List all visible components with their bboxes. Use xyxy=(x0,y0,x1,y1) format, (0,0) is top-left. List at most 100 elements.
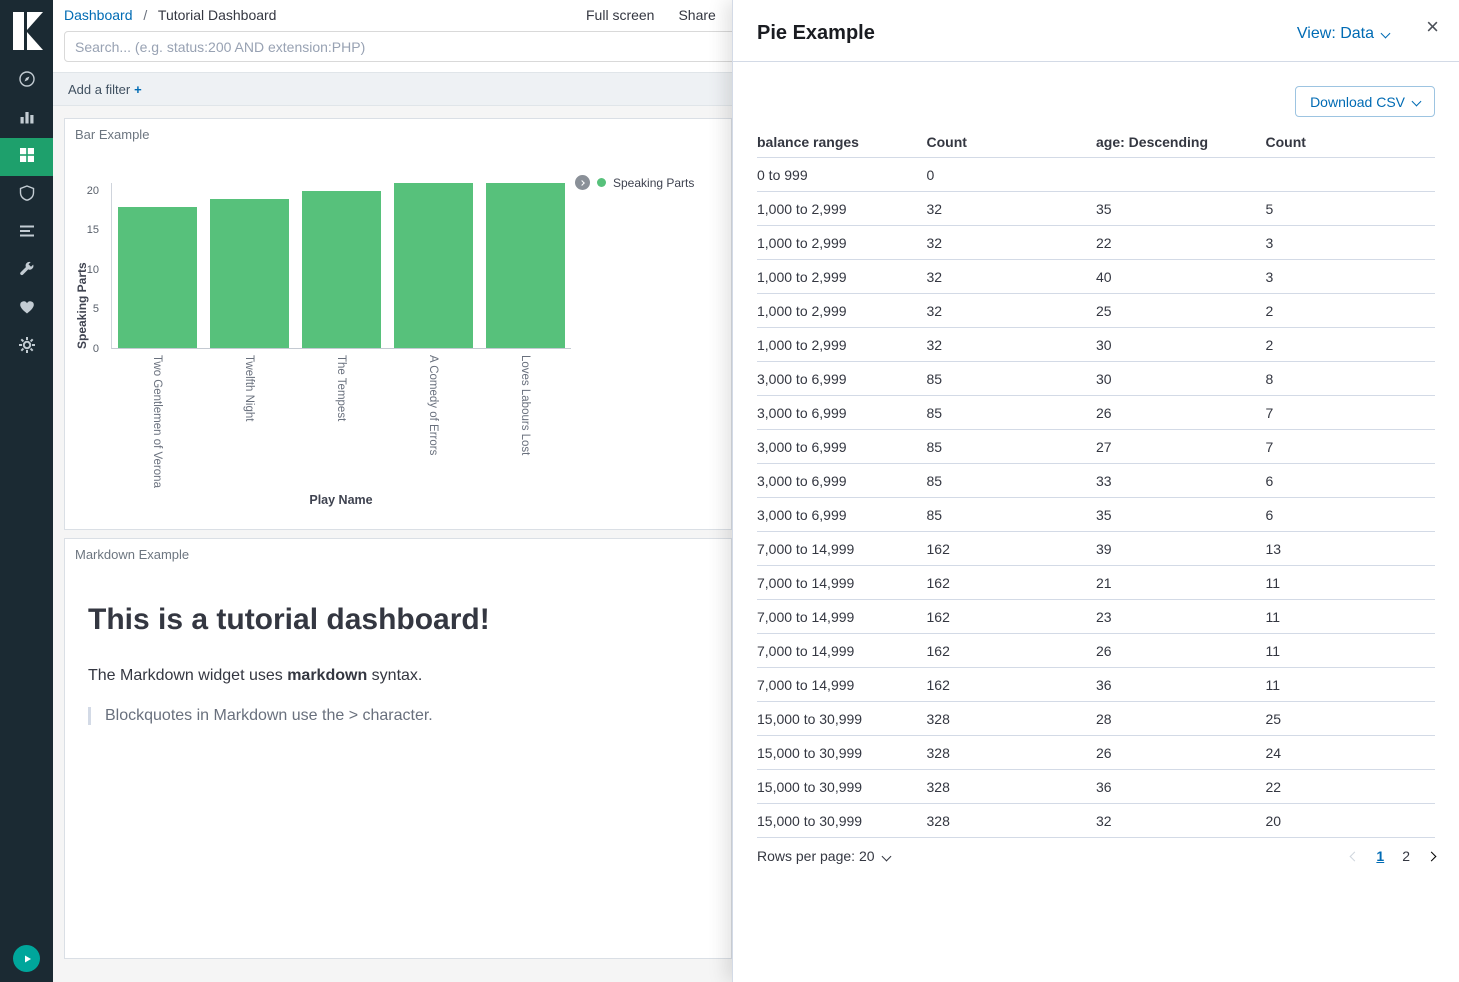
legend-toggle-icon[interactable] xyxy=(575,175,590,190)
table-cell: 7 xyxy=(1265,395,1435,430)
next-page-icon[interactable] xyxy=(1426,851,1437,861)
data-table: balance ranges Count age: Descending Count … xyxy=(757,127,1435,838)
prev-page-icon[interactable] xyxy=(1349,851,1360,861)
table-row: 7,000 to 14,999 162 36 11 xyxy=(757,667,1435,702)
x-axis-label: Twelfth Night xyxy=(243,355,255,422)
table-cell: 11 xyxy=(1265,667,1435,702)
bar-slot xyxy=(112,183,204,348)
table-cell: 23 xyxy=(1096,599,1266,634)
table-cell: 85 xyxy=(926,361,1096,396)
table-cell: 26 xyxy=(1096,633,1266,668)
table-cell: 21 xyxy=(1096,565,1266,600)
bar-4[interactable] xyxy=(485,183,565,348)
panel-markdown-example: Markdown Example This is a tutorial dash… xyxy=(64,538,732,959)
y-tick-label: 5 xyxy=(92,303,99,316)
table-cell: 1,000 to 2,999 xyxy=(757,293,927,328)
bar-slot xyxy=(204,183,296,348)
table-cell: 7,000 to 14,999 xyxy=(757,599,927,634)
sidebar-item-apm[interactable] xyxy=(0,176,53,214)
table-cell: 20 xyxy=(1265,803,1435,838)
table-row: 3,000 to 6,999 85 27 7 xyxy=(757,429,1435,464)
visualize-icon xyxy=(18,108,36,131)
table-row: 1,000 to 2,999 32 35 5 xyxy=(757,191,1435,226)
table-row: 7,000 to 14,999 162 21 11 xyxy=(757,565,1435,600)
x-axis-label: A Comedy of Errors xyxy=(427,355,439,456)
bar-chart: Speaking Parts 0 5 10 15 20 Two Gentlemen of… xyxy=(65,147,731,529)
table-row: 7,000 to 14,999 162 26 11 xyxy=(757,633,1435,668)
table-head-row: balance ranges Count age: Descending Count xyxy=(757,127,1435,158)
table-column-header: Count xyxy=(926,127,1096,158)
paragraph-text: The Markdown widget uses xyxy=(88,667,288,684)
table-cell: 15,000 to 30,999 xyxy=(757,701,927,736)
view-data-dropdown[interactable]: View: Data xyxy=(1297,25,1391,43)
table-cell: 7,000 to 14,999 xyxy=(757,565,927,600)
sidebar-item-discover[interactable] xyxy=(0,62,53,100)
table-row: 7,000 to 14,999 162 23 11 xyxy=(757,599,1435,634)
download-csv-button[interactable]: Download CSV xyxy=(1295,86,1435,117)
table-cell: 33 xyxy=(1096,463,1266,498)
x-label-slot: The Tempest xyxy=(295,355,387,488)
sidebar-collapse[interactable] xyxy=(13,945,40,972)
table-cell: 39 xyxy=(1096,531,1266,566)
legend-label[interactable]: Speaking Parts xyxy=(613,175,695,190)
sidebar-item-monitoring[interactable] xyxy=(0,290,53,328)
table-cell: 85 xyxy=(926,429,1096,464)
breadcrumb-dashboard-link[interactable]: Dashboard xyxy=(64,7,133,23)
table-row: 1,000 to 2,999 32 30 2 xyxy=(757,327,1435,362)
table-cell: 7,000 to 14,999 xyxy=(757,633,927,668)
rows-per-page-dropdown[interactable]: Rows per page: 20 xyxy=(757,848,891,864)
table-row: 3,000 to 6,999 85 30 8 xyxy=(757,361,1435,396)
full-screen-button[interactable]: Full screen xyxy=(586,7,655,23)
bar-2[interactable] xyxy=(302,190,381,348)
table-row: 3,000 to 6,999 85 35 6 xyxy=(757,497,1435,532)
table-cell: 26 xyxy=(1096,735,1266,770)
plot-area xyxy=(111,183,571,349)
bar-slot xyxy=(479,183,571,348)
sidebar-item-dashboard[interactable] xyxy=(0,138,53,176)
breadcrumb: Dashboard / Tutorial Dashboard xyxy=(64,7,276,23)
x-axis-title: Play Name xyxy=(309,493,373,507)
sidebar-item-management[interactable] xyxy=(0,328,53,366)
wrench-icon xyxy=(18,260,36,283)
table-cell: 3 xyxy=(1265,259,1435,294)
kibana-logo-icon[interactable] xyxy=(0,0,53,62)
x-axis-labels: Two Gentlemen of Verona Twelfth Night The … xyxy=(111,355,571,488)
rows-per-page-label: Rows per page: 20 xyxy=(757,848,875,864)
paragraph-bold-text: markdown xyxy=(287,667,368,684)
sidebar-item-dev-tools[interactable] xyxy=(0,252,53,290)
table-column-header: Count xyxy=(1265,127,1435,158)
table-cell: 3,000 to 6,999 xyxy=(757,395,927,430)
table-cell: 162 xyxy=(926,599,1096,634)
table-cell: 24 xyxy=(1265,735,1435,770)
plot-bars xyxy=(112,183,571,348)
table-cell: 36 xyxy=(1096,667,1266,702)
page-number-1[interactable]: 1 xyxy=(1376,848,1385,864)
table-cell: 32 xyxy=(926,259,1096,294)
table-cell: 85 xyxy=(926,497,1096,532)
table-cell: 6 xyxy=(1265,497,1435,532)
bar-3[interactable] xyxy=(393,183,473,348)
table-cell: 36 xyxy=(1096,769,1266,804)
table-cell: 1,000 to 2,999 xyxy=(757,259,927,294)
sidebar-item-visualize[interactable] xyxy=(0,100,53,138)
close-icon[interactable]: × xyxy=(1426,14,1439,39)
apm-icon xyxy=(18,184,36,207)
table-cell: 2 xyxy=(1265,327,1435,362)
flyout-body: Download CSV balance ranges Count age: Des… xyxy=(733,62,1459,982)
sidebar-item-timelion[interactable] xyxy=(0,214,53,252)
share-button[interactable]: Share xyxy=(678,7,716,23)
add-filter-button[interactable]: Add a filter + xyxy=(68,82,142,97)
bar-0[interactable] xyxy=(118,206,198,348)
table-row: 15,000 to 30,999 328 32 20 xyxy=(757,803,1435,838)
table-cell: 15,000 to 30,999 xyxy=(757,735,927,770)
bar-slot xyxy=(296,183,388,348)
bar-1[interactable] xyxy=(210,198,290,348)
page-number-2[interactable]: 2 xyxy=(1402,848,1410,864)
legend-color-dot xyxy=(597,178,606,187)
x-label-slot: Loves Labours Lost xyxy=(479,355,571,488)
panel-bar-example: Bar Example Speaking Parts 0 5 10 15 20 Two … xyxy=(64,118,732,530)
bar-slot xyxy=(387,183,479,348)
table-cell: 40 xyxy=(1096,259,1266,294)
